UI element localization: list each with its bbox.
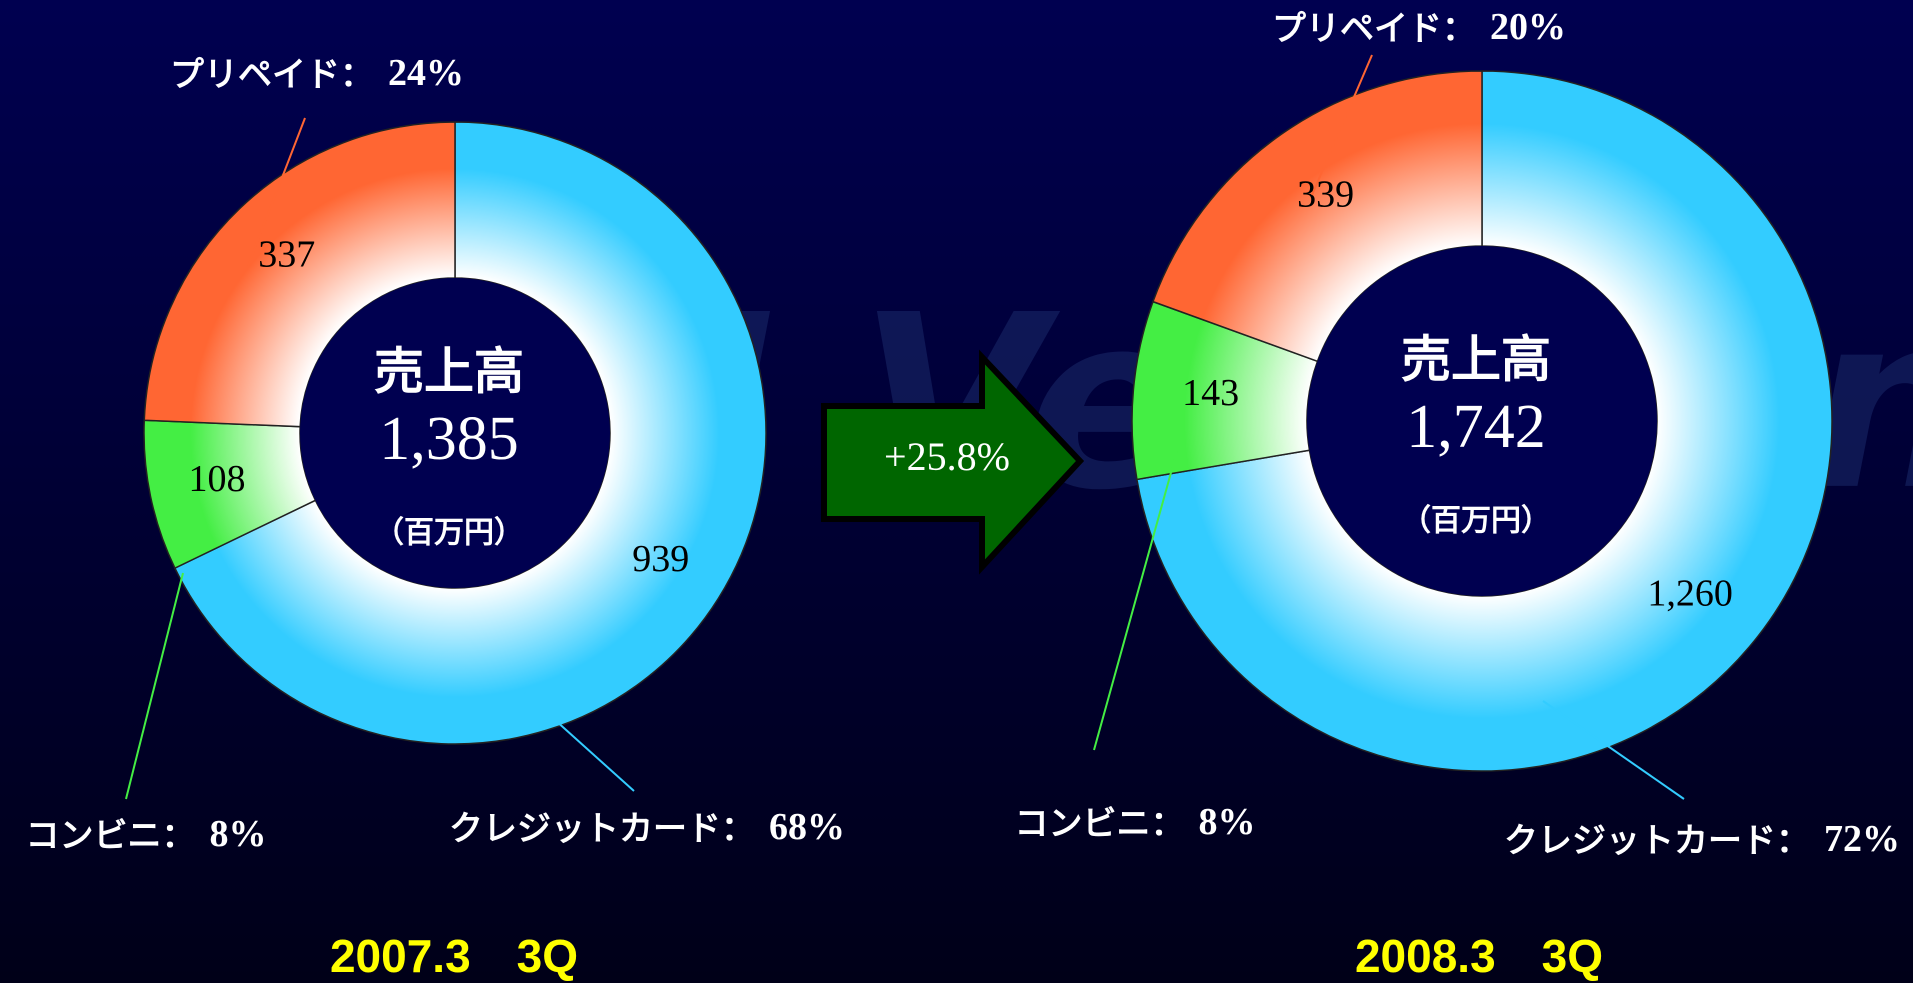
leader-line xyxy=(1542,700,1685,800)
arrow-shape xyxy=(821,349,1085,575)
center-hole xyxy=(300,278,610,588)
center-title: 売上高 xyxy=(374,343,524,401)
value-label: 337 xyxy=(258,233,315,275)
leader-line xyxy=(1093,450,1178,751)
leader-line xyxy=(524,692,635,792)
category-name: プリペイド： xyxy=(1272,9,1476,49)
period-label: 2007.3 3Q xyxy=(330,930,578,982)
percent-label: 8% xyxy=(210,813,267,855)
category-name: コンビニ： xyxy=(1015,804,1185,844)
category-label: コンビニ： 8% xyxy=(1015,801,1256,844)
leader-line xyxy=(125,572,184,800)
value-label: 108 xyxy=(189,458,246,500)
value-label: 1,260 xyxy=(1647,573,1733,615)
category-label: プリペイド： 24% xyxy=(170,52,464,95)
category-name: プリペイド： xyxy=(170,55,374,95)
growth-arrow: +25.8% xyxy=(821,349,1085,575)
value-label: 339 xyxy=(1297,174,1354,216)
growth-label: +25.8% xyxy=(884,434,1010,479)
category-label: コンビニ： 8% xyxy=(26,813,267,856)
center-hole xyxy=(1307,246,1657,596)
percent-label: 20% xyxy=(1490,6,1566,48)
donut-chart: 1,260 クレジットカード： 72% 143 コンビニ： 8% 339 プリペイド： 20% 売… xyxy=(1015,6,1901,982)
center-unit: （百万円） xyxy=(374,516,524,551)
center-unit: （百万円） xyxy=(1401,504,1551,539)
percent-label: 72% xyxy=(1824,818,1900,860)
center-total: 1,385 xyxy=(379,405,519,473)
period-label: 2008.3 3Q xyxy=(1355,930,1603,982)
category-label: プリペイド： 20% xyxy=(1272,6,1566,49)
center-total: 1,742 xyxy=(1406,393,1546,461)
donut-chart: 939 クレジットカード： 68% 108 コンビニ： 8% 337 プリペイド： 24% 売上高… xyxy=(26,52,846,982)
category-name: コンビニ： xyxy=(26,816,196,856)
category-name: クレジットカード： xyxy=(1504,821,1810,861)
percent-label: 8% xyxy=(1199,801,1256,843)
percent-label: 24% xyxy=(388,52,464,94)
category-name: クレジットカード： xyxy=(449,809,755,849)
leader-line xyxy=(247,117,306,267)
category-label: クレジットカード： 72% xyxy=(1504,818,1900,861)
category-label: クレジットカード： 68% xyxy=(449,806,845,849)
center-title: 売上高 xyxy=(1401,331,1551,389)
slice xyxy=(1152,70,1483,363)
percent-label: 68% xyxy=(769,806,845,848)
value-label: 143 xyxy=(1182,372,1239,414)
leader-line xyxy=(1311,54,1373,196)
value-label: 939 xyxy=(632,538,689,580)
